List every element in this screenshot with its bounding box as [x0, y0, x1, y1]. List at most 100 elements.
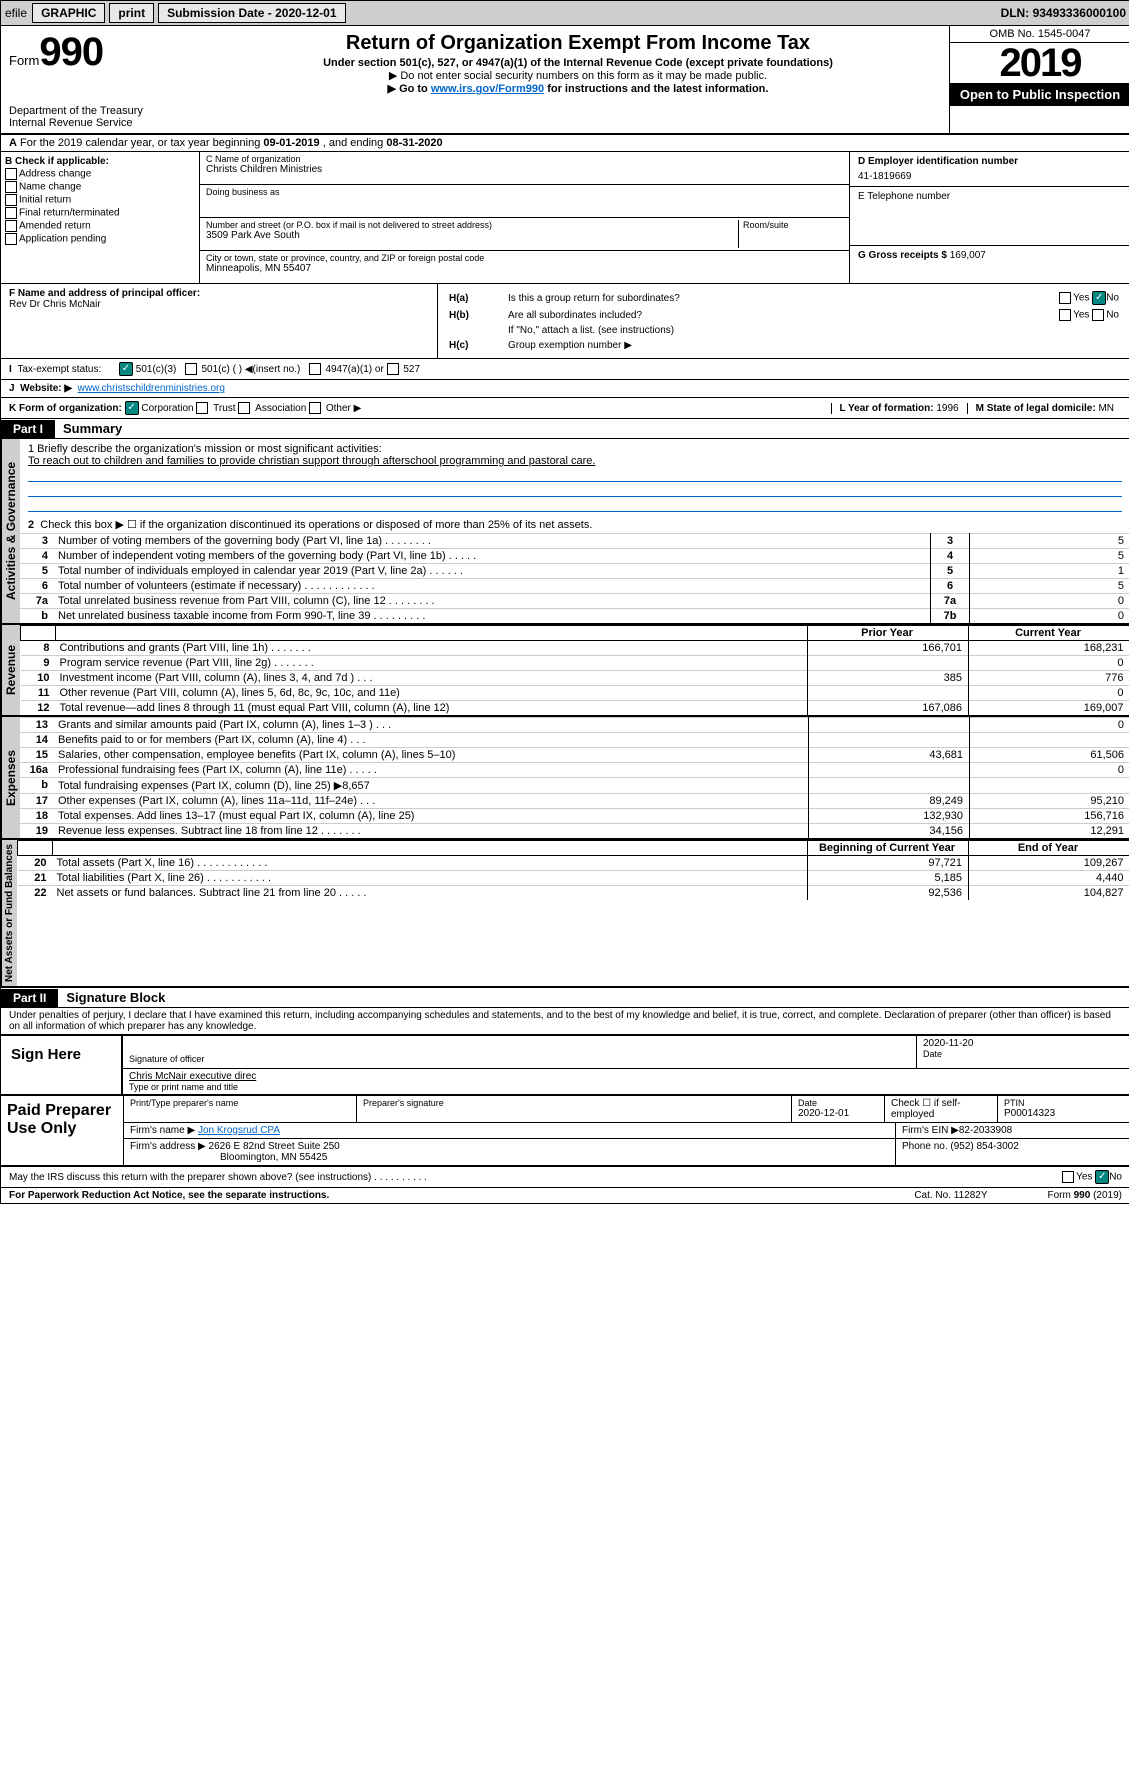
box-e: E Telephone number: [850, 187, 1129, 246]
section-expenses: Expenses 13Grants and similar amounts pa…: [1, 717, 1129, 840]
street-address: 3509 Park Ave South: [206, 230, 738, 241]
form-title: Return of Organization Exempt From Incom…: [211, 32, 945, 55]
box-d: D Employer identification number41-18196…: [850, 152, 1129, 187]
section-governance: Activities & Governance 1 Briefly descri…: [1, 439, 1129, 625]
chk-other[interactable]: [309, 402, 321, 414]
chk-trust[interactable]: [196, 402, 208, 414]
box-f: F Name and address of principal officer:…: [1, 284, 438, 358]
signature-section: Sign Here Signature of officer2020-11-20…: [1, 1034, 1129, 1096]
box-l: L Year of formation: 1996: [831, 403, 967, 414]
section-revenue: Revenue Prior YearCurrent Year8Contribut…: [1, 625, 1129, 717]
sign-here-label: Sign Here: [1, 1036, 121, 1094]
perjury-declaration: Under penalties of perjury, I declare th…: [1, 1008, 1129, 1034]
header-middle: Return of Organization Exempt From Incom…: [207, 26, 949, 133]
section-b-to-g: B Check if applicable: Address change Na…: [1, 152, 1129, 284]
chk-527[interactable]: [387, 363, 399, 375]
ha-no[interactable]: [1092, 291, 1106, 305]
discuss-no[interactable]: [1095, 1170, 1109, 1184]
header-right: OMB No. 1545-0047 2019 Open to Public In…: [949, 26, 1129, 133]
box-c: C Name of organizationChrists Children M…: [200, 152, 849, 283]
prep-date: Date2020-12-01: [792, 1096, 885, 1122]
discuss-row: May the IRS discuss this return with the…: [1, 1167, 1129, 1187]
ein: 41-1819669: [858, 171, 1122, 182]
section-f-h: F Name and address of principal officer:…: [1, 284, 1129, 359]
org-name: Christs Children Ministries: [206, 164, 843, 175]
revenue-table: Prior YearCurrent Year8Contributions and…: [20, 625, 1129, 715]
city-box: City or town, state or province, country…: [200, 251, 849, 283]
ptin: PTINP00014323: [998, 1096, 1129, 1122]
firm-address: Firm's address ▶ 2626 E 82nd Street Suit…: [124, 1139, 896, 1165]
firm-ein: Firm's EIN ▶82-2033908: [896, 1123, 1129, 1138]
form-header: Form990 Department of the Treasury Inter…: [1, 26, 1129, 135]
box-h: H(a)Is this a group return for subordina…: [438, 284, 1129, 358]
chk-4947[interactable]: [309, 363, 321, 375]
form-subtitle: Under section 501(c), 527, or 4947(a)(1)…: [211, 57, 945, 69]
mission-block: 1 Briefly describe the organization's mi…: [20, 439, 1129, 516]
self-emp: Check ☐ if self-employed: [885, 1096, 998, 1122]
website-link[interactable]: www.christschildrenministries.org: [78, 383, 225, 394]
box-b: B Check if applicable: Address change Na…: [1, 152, 200, 283]
irs-label: Internal Revenue Service: [9, 117, 199, 129]
cat-no: Cat. No. 11282Y: [914, 1190, 987, 1201]
open-public: Open to Public Inspection: [950, 83, 1129, 106]
vert-governance: Activities & Governance: [1, 439, 20, 623]
part-1-header: Part ISummary: [1, 419, 1129, 439]
topbar: efile GRAPHIC print Submission Date - 20…: [1, 1, 1129, 26]
chk-initial[interactable]: Initial return: [5, 194, 195, 206]
vert-revenue: Revenue: [1, 625, 20, 715]
paid-preparer-section: Paid Preparer Use Only Print/Type prepar…: [1, 1096, 1129, 1167]
goto-note: ▶ Go to www.irs.gov/Form990 for instruct…: [211, 82, 945, 95]
irs-link[interactable]: www.irs.gov/Form990: [431, 83, 544, 95]
dba-box: Doing business as: [200, 185, 849, 218]
efile-label: efile: [5, 6, 27, 20]
label-i: I Tax-exempt status:: [9, 364, 119, 375]
address-box: Number and street (or P.O. box if mail i…: [200, 218, 849, 251]
form-ref: Form 990 (2019): [1048, 1190, 1122, 1201]
prep-sig: Preparer's signature: [357, 1096, 792, 1122]
header-left: Form990 Department of the Treasury Inter…: [1, 26, 207, 133]
mission-text: To reach out to children and families to…: [28, 455, 1122, 467]
graphic-button[interactable]: GRAPHIC: [32, 3, 105, 23]
discuss-yes[interactable]: [1062, 1171, 1074, 1183]
chk-final[interactable]: Final return/terminated: [5, 207, 195, 219]
sig-date: 2020-11-20Date: [917, 1036, 1129, 1068]
page-footer: For Paperwork Reduction Act Notice, see …: [1, 1187, 1129, 1203]
box-b-header: B Check if applicable:: [5, 156, 109, 167]
chk-address[interactable]: Address change: [5, 168, 195, 180]
hb-yes[interactable]: [1059, 309, 1071, 321]
row-k-l-m: K Form of organization: Corporation Trus…: [1, 398, 1129, 419]
dept-treasury: Department of the Treasury: [9, 105, 199, 117]
chk-assoc[interactable]: [238, 402, 250, 414]
vert-net: Net Assets or Fund Balances: [1, 840, 17, 986]
form-990-page: efile GRAPHIC print Submission Date - 20…: [0, 0, 1129, 1204]
rule-1: [28, 467, 1122, 482]
firm-name: Firm's name ▶ Jon Krogsrud CPA: [124, 1123, 896, 1138]
box-m: M State of legal domicile: MN: [967, 403, 1122, 414]
print-button[interactable]: print: [109, 3, 154, 23]
rule-3: [28, 497, 1122, 512]
chk-corp[interactable]: [125, 401, 139, 415]
gross-receipts: 169,007: [950, 250, 986, 261]
chk-501c3[interactable]: [119, 362, 133, 376]
chk-amended[interactable]: Amended return: [5, 220, 195, 232]
firm-phone: Phone no. (952) 854-3002: [896, 1139, 1129, 1165]
officer-name: Chris McNair executive direcType or prin…: [123, 1069, 1129, 1094]
section-net-assets: Net Assets or Fund Balances Beginning of…: [1, 840, 1129, 988]
ha-yes[interactable]: [1059, 292, 1071, 304]
hb-no[interactable]: [1092, 309, 1104, 321]
chk-501c[interactable]: [185, 363, 197, 375]
chk-name[interactable]: Name change: [5, 181, 195, 193]
chk-pending[interactable]: Application pending: [5, 233, 195, 245]
part-2-header: Part IISignature Block: [1, 988, 1129, 1008]
line-a: A For the 2019 calendar year, or tax yea…: [1, 135, 1129, 152]
prep-name: Print/Type preparer's name: [124, 1096, 357, 1122]
rule-2: [28, 482, 1122, 497]
expenses-table: 13Grants and similar amounts paid (Part …: [20, 717, 1129, 838]
vert-expenses: Expenses: [1, 717, 20, 838]
row-i-tax-exempt: I Tax-exempt status: 501(c)(3) 501(c) ( …: [1, 359, 1129, 380]
ssn-note: ▶ Do not enter social security numbers o…: [211, 69, 945, 82]
paid-preparer-label: Paid Preparer Use Only: [1, 1096, 123, 1165]
city-state-zip: Minneapolis, MN 55407: [206, 263, 843, 274]
principal-officer: Rev Dr Chris McNair: [9, 299, 429, 310]
net-assets-table: Beginning of Current YearEnd of Year20To…: [17, 840, 1129, 900]
